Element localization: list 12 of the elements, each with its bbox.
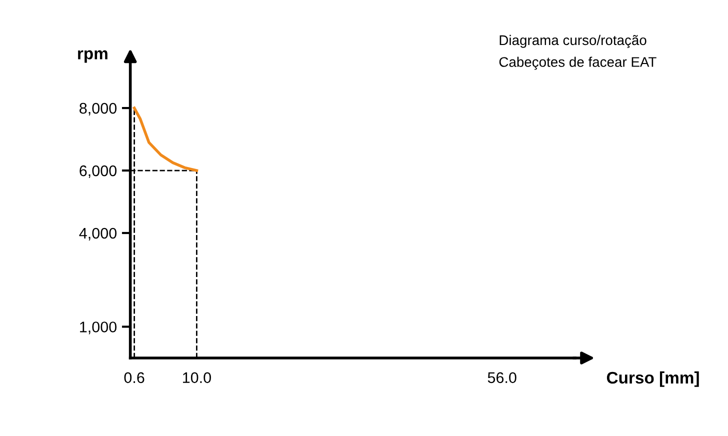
y-axis-title: rpm [78,50,108,63]
y-tick-label: 4,000 [79,228,117,240]
y-tick-label: 6,000 [80,165,117,178]
y-tick-label: 1,000 [80,322,117,334]
x-tick-label: 10.0 [183,372,211,384]
x-tick-label: 56.0 [488,372,516,384]
chart-subtitle: Cabeçotes de facear EAT [499,56,656,70]
x-tick-label: 0.6 [124,372,144,384]
line-series [132,106,198,172]
chart-title: Diagrama curso/rotação [500,34,646,48]
x-axis-title: Curso [mm] [606,371,699,387]
y-tick-label: 8,000 [80,102,117,116]
